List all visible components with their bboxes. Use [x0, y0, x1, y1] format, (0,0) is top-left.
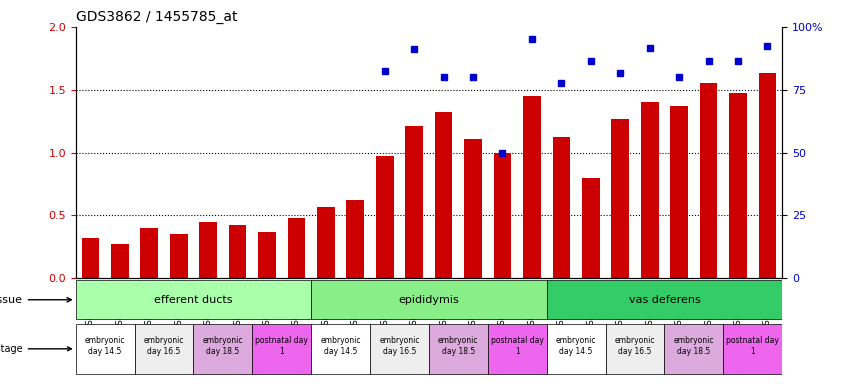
FancyBboxPatch shape — [547, 324, 606, 374]
FancyBboxPatch shape — [252, 324, 311, 374]
Bar — [670, 106, 688, 278]
Bar — [494, 152, 511, 278]
Text: tissue: tissue — [0, 295, 71, 305]
FancyBboxPatch shape — [606, 324, 664, 374]
Bar — [317, 207, 335, 278]
FancyBboxPatch shape — [429, 324, 488, 374]
Text: vas deferens: vas deferens — [628, 295, 701, 305]
Bar — [140, 228, 158, 278]
Bar — [523, 96, 541, 278]
Bar — [111, 244, 129, 278]
FancyBboxPatch shape — [370, 324, 429, 374]
Text: embryonic
day 16.5: embryonic day 16.5 — [615, 336, 655, 356]
FancyBboxPatch shape — [135, 324, 193, 374]
Bar — [464, 139, 482, 278]
FancyBboxPatch shape — [311, 324, 370, 374]
FancyBboxPatch shape — [193, 324, 252, 374]
Text: epididymis: epididymis — [399, 295, 459, 305]
Text: embryonic
day 18.5: embryonic day 18.5 — [438, 336, 479, 356]
Text: postnatal day
1: postnatal day 1 — [256, 336, 308, 356]
Text: development stage: development stage — [0, 344, 71, 354]
Bar — [82, 238, 99, 278]
Bar — [582, 178, 600, 278]
Text: embryonic
day 14.5: embryonic day 14.5 — [320, 336, 361, 356]
Bar — [229, 225, 246, 278]
Text: postnatal day
1: postnatal day 1 — [491, 336, 543, 356]
FancyBboxPatch shape — [547, 280, 782, 319]
Bar — [700, 83, 717, 278]
Text: postnatal day
1: postnatal day 1 — [727, 336, 779, 356]
Text: embryonic
day 16.5: embryonic day 16.5 — [144, 336, 184, 356]
Bar — [729, 93, 747, 278]
Bar — [611, 119, 629, 278]
Bar — [641, 102, 659, 278]
Bar — [435, 112, 452, 278]
Text: embryonic
day 16.5: embryonic day 16.5 — [379, 336, 420, 356]
FancyBboxPatch shape — [76, 324, 135, 374]
Bar — [258, 232, 276, 278]
FancyBboxPatch shape — [488, 324, 547, 374]
Bar — [170, 234, 188, 278]
Bar — [199, 222, 217, 278]
Bar — [759, 73, 776, 278]
Bar — [553, 137, 570, 278]
Text: embryonic
day 18.5: embryonic day 18.5 — [674, 336, 714, 356]
FancyBboxPatch shape — [76, 280, 311, 319]
Text: embryonic
day 18.5: embryonic day 18.5 — [203, 336, 243, 356]
Bar — [405, 126, 423, 278]
Text: embryonic
day 14.5: embryonic day 14.5 — [85, 336, 125, 356]
FancyBboxPatch shape — [311, 280, 547, 319]
FancyBboxPatch shape — [664, 324, 723, 374]
FancyBboxPatch shape — [723, 324, 782, 374]
Text: efferent ducts: efferent ducts — [154, 295, 233, 305]
Text: ■: ■ — [143, 382, 155, 384]
Text: GDS3862 / 1455785_at: GDS3862 / 1455785_at — [76, 10, 237, 25]
Bar — [288, 218, 305, 278]
Text: embryonic
day 14.5: embryonic day 14.5 — [556, 336, 596, 356]
Bar — [346, 200, 364, 278]
Bar — [376, 156, 394, 278]
